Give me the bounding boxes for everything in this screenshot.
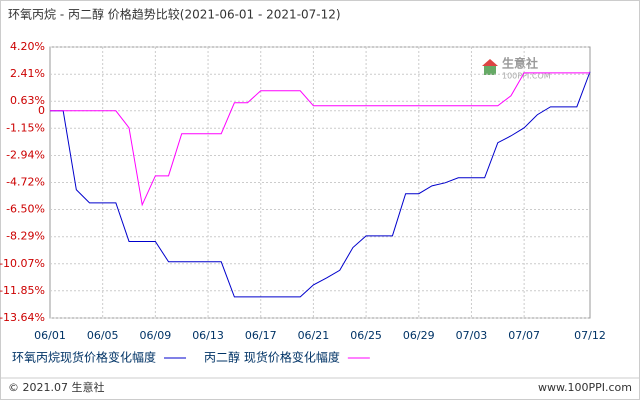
y-tick-label: 2.41% bbox=[10, 67, 45, 80]
watermark-roof bbox=[482, 59, 498, 66]
y-tick-label: 0.63% bbox=[10, 94, 45, 107]
y-tick-label: -6.50% bbox=[6, 203, 45, 216]
chart-title: 环氧丙烷 - 丙二醇 价格趋势比较(2021-06-01 - 2021-07-1… bbox=[8, 7, 341, 22]
x-tick-label: 06/17 bbox=[245, 329, 277, 342]
x-tick-label: 06/25 bbox=[350, 329, 382, 342]
y-tick-label: -8.29% bbox=[6, 230, 45, 243]
watermark-url: 100PPI.COM bbox=[502, 72, 551, 81]
series-line bbox=[50, 72, 590, 207]
y-tick-label: -10.07% bbox=[0, 257, 45, 270]
legend-label: 环氧丙烷现货价格变化幅度 bbox=[12, 350, 156, 365]
x-tick-label: 07/12 bbox=[574, 329, 606, 342]
y-tick-label: -4.72% bbox=[6, 176, 45, 189]
y-tick-label: 0 bbox=[38, 104, 45, 117]
footer-left: © 2021.07 生意社 bbox=[8, 380, 104, 394]
y-tick-label: -2.94% bbox=[6, 148, 45, 161]
x-tick-label: 06/29 bbox=[403, 329, 435, 342]
watermark: 生意社 100PPI.COM bbox=[482, 56, 551, 81]
y-tick-label: -11.85% bbox=[0, 284, 45, 297]
x-tick-label: 06/21 bbox=[298, 329, 330, 342]
series-line bbox=[50, 71, 591, 298]
x-tick-label: 06/05 bbox=[87, 329, 119, 342]
x-tick-label: 06/09 bbox=[140, 329, 172, 342]
x-tick-label: 07/03 bbox=[456, 329, 488, 342]
watermark-text: 生意社 bbox=[502, 56, 538, 71]
x-tick-label: 07/07 bbox=[508, 329, 540, 342]
watermark-house bbox=[484, 66, 496, 75]
footer-right: www.100PPI.com bbox=[538, 381, 632, 394]
x-tick-label: 06/01 bbox=[34, 329, 66, 342]
y-tick-label: 4.20% bbox=[10, 40, 45, 53]
legend-label: 丙二醇 现货价格变化幅度 bbox=[204, 350, 340, 365]
y-tick-label: -13.64% bbox=[0, 311, 45, 324]
y-tick-label: -1.15% bbox=[6, 121, 45, 134]
x-tick-label: 06/13 bbox=[192, 329, 224, 342]
